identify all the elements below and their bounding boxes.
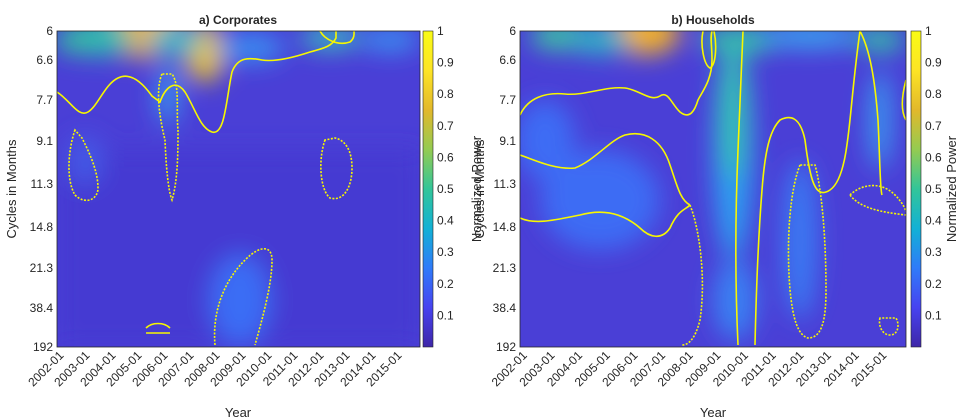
- y-tick-label: 14.8: [493, 220, 517, 234]
- y-tick-label: 7.7: [499, 93, 516, 107]
- y-tick-label: 6.6: [36, 53, 53, 67]
- colorbar-tick-label: 0.1: [437, 308, 454, 322]
- colorbar-tick-label: 1: [925, 24, 932, 38]
- y-tick-label: 192: [496, 340, 516, 354]
- y-tick-label: 9.1: [36, 134, 53, 148]
- colorbar-label: Normalized Power: [469, 135, 484, 242]
- colorbar-tick-label: 0.2: [437, 277, 454, 291]
- y-tick-label: 14.8: [30, 220, 54, 234]
- colorbar-label: Normalized Power: [944, 135, 959, 242]
- y-axis-label: Cycles in Months: [472, 139, 487, 238]
- significance-contours: [520, 31, 906, 346]
- y-tick-label: 38.4: [30, 301, 54, 315]
- y-tick-label: 38.4: [493, 301, 517, 315]
- y-tick-labels: 6 6.6 7.7 9.1 11.3 14.8 21.3 38.4 192: [30, 24, 54, 354]
- heatmap-area: [57, 31, 420, 347]
- colorbar-tick-label: 0.6: [437, 150, 454, 164]
- colorbar-tick-labels: 0.1 0.2 0.3 0.4 0.5 0.6 0.7 0.8 0.9 1: [437, 24, 454, 322]
- colorbar-tick-label: 0.2: [925, 277, 942, 291]
- chart-title: a) Corporates: [199, 13, 277, 27]
- colorbar-tick-label: 0.8: [925, 87, 942, 101]
- significance-contours: [57, 31, 355, 346]
- colorbar-tick-label: 0.4: [437, 214, 454, 228]
- y-tick-label: 7.7: [36, 93, 53, 107]
- corporates-panel: a) Corporates: [4, 13, 484, 420]
- x-axis-label: Year: [700, 405, 727, 420]
- colorbar-tick-label: 1: [437, 24, 444, 38]
- y-tick-label: 192: [33, 340, 53, 354]
- colorbar: [910, 30, 922, 348]
- colorbar-tick-label: 0.7: [437, 119, 454, 133]
- colorbar-tick-label: 0.1: [925, 308, 942, 322]
- colorbar-tick-label: 0.3: [437, 245, 454, 259]
- y-tick-label: 6.6: [499, 53, 516, 67]
- y-tick-label: 6: [46, 24, 53, 38]
- colorbar-tick-label: 0.5: [925, 182, 942, 196]
- colorbar-tick-label: 0.6: [925, 150, 942, 164]
- chart-title: b) Households: [671, 13, 755, 27]
- colorbar-tick-label: 0.9: [437, 56, 454, 70]
- colorbar-tick-label: 0.4: [925, 214, 942, 228]
- y-axis-label: Cycles in Months: [4, 139, 19, 238]
- x-tick-labels: 2002-012003-012004-012005-012006-012007-…: [25, 348, 404, 389]
- heatmap-area: [520, 31, 906, 347]
- colorbar-tick-label: 0.9: [925, 56, 942, 70]
- y-tick-label: 21.3: [493, 261, 517, 275]
- colorbar-tick-labels: 0.1 0.2 0.3 0.4 0.5 0.6 0.7 0.8 0.9 1: [925, 24, 942, 322]
- y-tick-label: 9.1: [499, 134, 516, 148]
- x-axis-label: Year: [225, 405, 252, 420]
- colorbar-tick-label: 0.3: [925, 245, 942, 259]
- y-tick-label: 11.3: [31, 177, 54, 191]
- x-tick-labels: 2002-012003-012004-012005-012006-012007-…: [489, 348, 890, 389]
- y-tick-label: 21.3: [30, 261, 54, 275]
- y-tick-label: 6: [509, 24, 516, 38]
- households-panel: b) Households: [472, 13, 959, 420]
- colorbar-tick-label: 0.7: [925, 119, 942, 133]
- colorbar-tick-label: 0.5: [437, 182, 454, 196]
- y-tick-labels: 6 6.6 7.7 9.1 11.3 14.8 21.3 38.4 192: [493, 24, 517, 354]
- colorbar-tick-label: 0.8: [437, 87, 454, 101]
- y-tick-label: 11.3: [494, 177, 517, 191]
- colorbar: [422, 30, 434, 348]
